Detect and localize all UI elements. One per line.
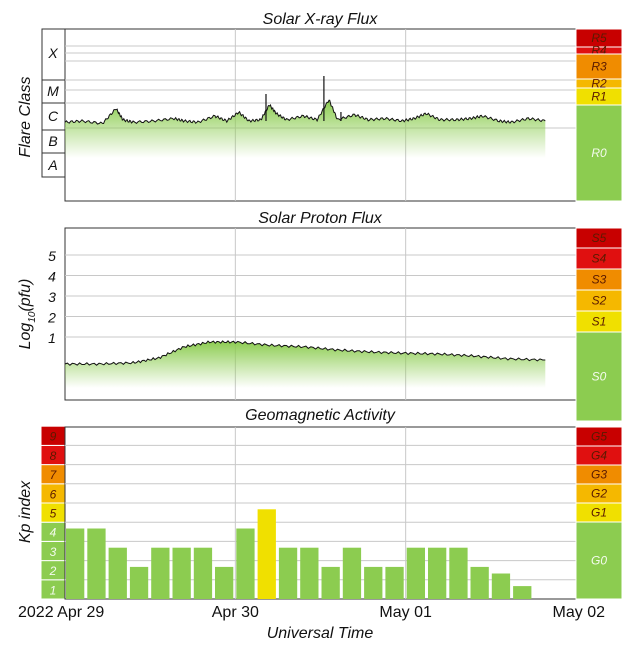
kp-level-label-2: 2 xyxy=(49,564,57,578)
kp-bar xyxy=(470,566,489,599)
kp-bar xyxy=(278,547,298,599)
kp-bar xyxy=(321,566,340,599)
proton-ylabel: Log10(pfu) xyxy=(17,279,38,350)
x-axis-label: Universal Time xyxy=(267,625,374,642)
x-tick-label: 2022 Apr 29 xyxy=(18,604,104,621)
scale-label-s0: S0 xyxy=(592,370,607,384)
scale-label-g5: G5 xyxy=(591,430,607,444)
kp-bar xyxy=(215,566,234,599)
scale-label-r0: R0 xyxy=(591,146,607,160)
proton-title: Solar Proton Flux xyxy=(258,210,383,227)
scale-label-r2: R2 xyxy=(591,77,607,91)
flare-class-c: C xyxy=(48,108,59,124)
proton-ytick-1: 1 xyxy=(48,330,56,346)
proton-ytick-5: 5 xyxy=(48,248,56,264)
kp-level-label-6: 6 xyxy=(50,487,57,501)
scale-label-r3: R3 xyxy=(591,60,607,74)
x-tick-label: May 01 xyxy=(379,604,432,621)
kp-level-label-8: 8 xyxy=(50,449,57,463)
kp-grid xyxy=(65,427,576,599)
xray-title: Solar X-ray Flux xyxy=(263,11,379,28)
kp-level-label-4: 4 xyxy=(50,526,57,540)
kp-bar xyxy=(428,547,447,599)
kp-bar xyxy=(172,547,191,599)
kp-level-strip: 1 2 3 4 5 6 7 8 9 xyxy=(40,425,66,600)
proton-ytick-4: 4 xyxy=(48,269,56,285)
scale-label-s5: S5 xyxy=(592,231,607,245)
proton-ylabel-unit: (pfu) xyxy=(17,279,34,312)
x-tick-label: May 02 xyxy=(553,604,606,621)
kp-bar xyxy=(406,547,425,599)
kp-ylabel: Kp index xyxy=(17,480,34,543)
flare-class-a: A xyxy=(47,157,57,173)
x-tick-label: Apr 30 xyxy=(212,604,259,621)
geomagnetic-storm-scale: G5 G4 G3 G2 G1 G0 xyxy=(575,426,623,600)
scale-cell-s0 xyxy=(575,331,623,422)
kp-bar xyxy=(364,566,383,599)
flare-class-x: X xyxy=(47,45,58,61)
kp-bar xyxy=(129,566,149,599)
scale-label-s1: S1 xyxy=(592,315,607,329)
kp-bar xyxy=(300,547,319,599)
kp-level-label-3: 3 xyxy=(50,545,57,559)
kp-bar xyxy=(236,528,255,599)
kp-bar xyxy=(449,547,468,599)
scale-label-g4: G4 xyxy=(591,449,607,463)
kp-bar xyxy=(513,586,532,599)
kp-bars xyxy=(66,509,532,599)
scale-label-r1: R1 xyxy=(591,90,606,104)
kp-bar xyxy=(342,547,362,599)
radiation-storm-scale: S5 S4 S3 S2 S1 S0 xyxy=(575,227,623,422)
scale-label-g3: G3 xyxy=(591,468,607,482)
kp-bar xyxy=(257,509,276,599)
kp-bar xyxy=(385,566,404,599)
proton-flux-area xyxy=(65,340,546,388)
flare-class-b: B xyxy=(48,133,57,149)
xray-ylabel: Flare Class xyxy=(17,77,34,158)
proton-ylabel-base: Log xyxy=(17,323,34,350)
scale-label-s4: S4 xyxy=(592,252,607,266)
kp-bar xyxy=(87,528,106,599)
scale-label-r5: R5 xyxy=(591,31,607,45)
kp-level-label-5: 5 xyxy=(50,507,57,521)
proton-y-ticks: 1 2 3 4 5 xyxy=(47,248,56,346)
proton-ytick-3: 3 xyxy=(48,289,56,305)
scale-cell-g0 xyxy=(575,521,623,600)
scale-label-g2: G2 xyxy=(591,487,607,501)
scale-label-g1: G1 xyxy=(591,506,607,520)
kp-level-label-1: 1 xyxy=(50,583,57,597)
proton-flux-line xyxy=(64,340,546,366)
kp-level-label-9: 9 xyxy=(50,430,57,444)
kp-plot-area xyxy=(64,426,577,600)
proton-ytick-2: 2 xyxy=(47,310,56,326)
proton-grid xyxy=(65,228,576,400)
kp-bar xyxy=(108,547,127,599)
scale-cell-r0 xyxy=(575,104,623,202)
kp-bar xyxy=(66,528,85,599)
kp-bar xyxy=(193,547,213,599)
kp-bar xyxy=(491,573,511,599)
scale-label-s3: S3 xyxy=(592,273,607,287)
proton-flux-series xyxy=(64,340,546,388)
x-axis-ticks: 2022 Apr 29 Apr 30 May 01 May 02 xyxy=(18,604,605,621)
kp-title: Geomagnetic Activity xyxy=(245,407,396,424)
kp-bar xyxy=(151,547,170,599)
flare-class-m: M xyxy=(47,83,59,99)
xray-flux-area xyxy=(65,100,546,158)
xray-flux-line xyxy=(64,99,546,125)
scale-label-s2: S2 xyxy=(592,294,607,308)
scale-label-g0: G0 xyxy=(591,554,607,568)
kp-level-label-7: 7 xyxy=(50,468,58,482)
proton-ylabel-sub: 10 xyxy=(27,311,38,323)
xray-flux-series xyxy=(64,76,546,158)
